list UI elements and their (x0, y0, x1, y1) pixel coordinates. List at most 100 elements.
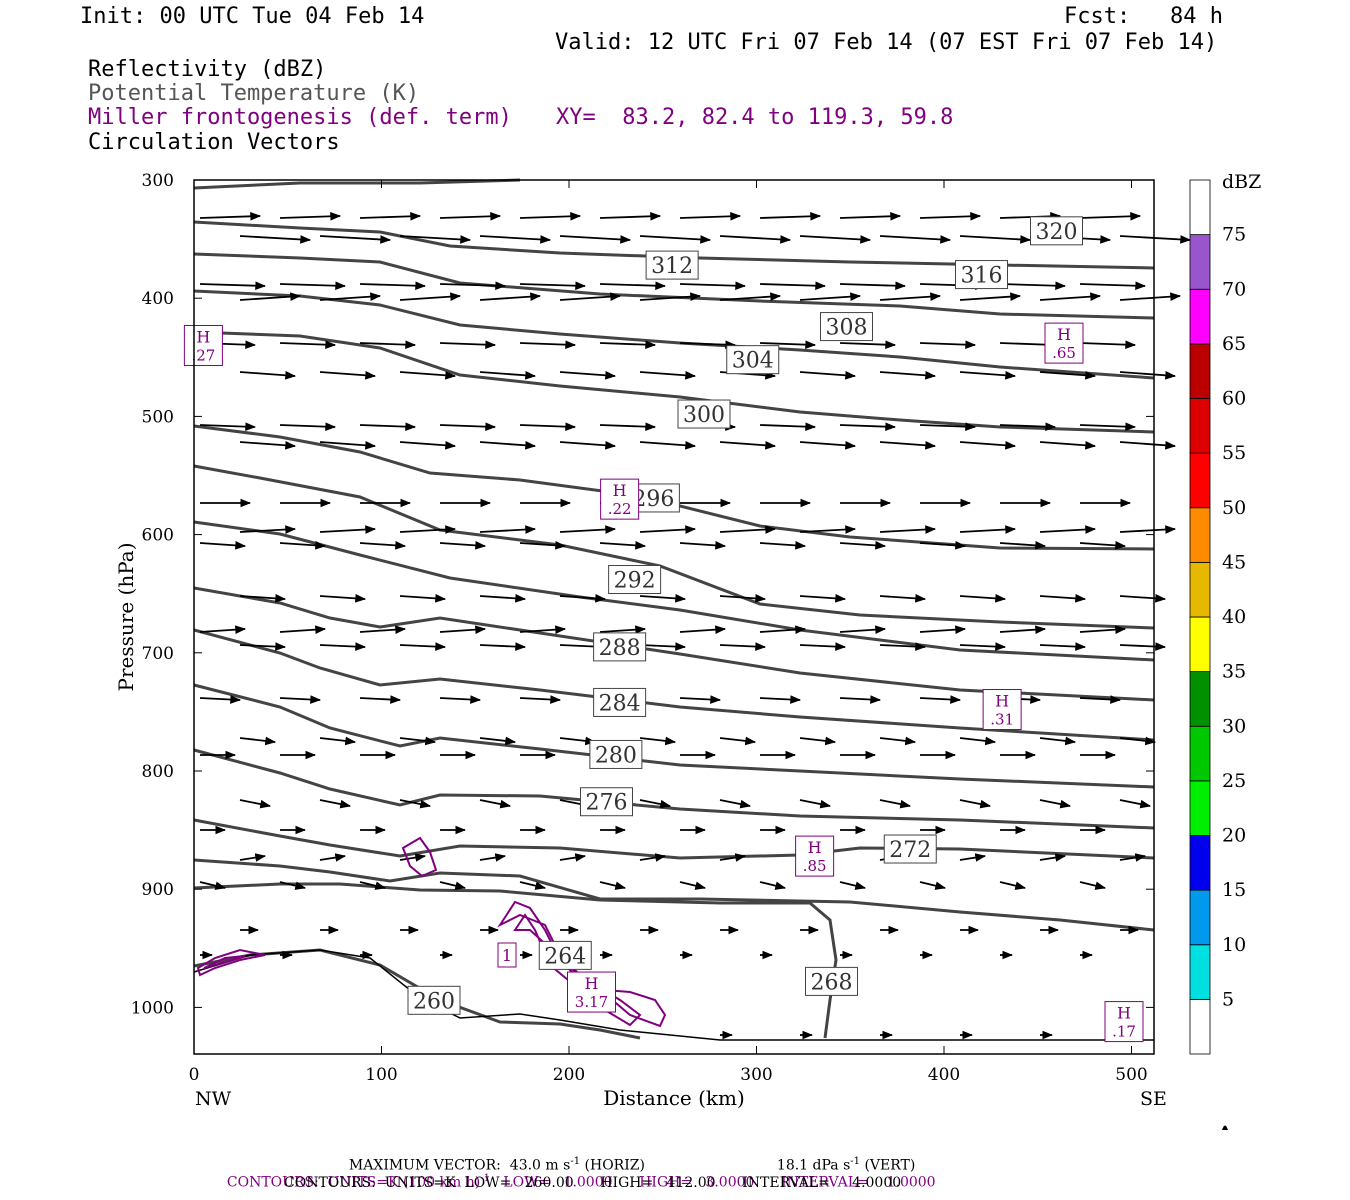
fronto-max-box (567, 971, 616, 1013)
circulation-vector (479, 642, 527, 651)
circulation-vector (759, 212, 822, 221)
circulation-vector (639, 642, 687, 651)
circulation-vector (839, 212, 902, 221)
circulation-vector (1119, 736, 1157, 746)
fronto-contour-label-box (497, 942, 517, 968)
fronto-max-box (183, 324, 223, 366)
circulation-vector (919, 340, 977, 349)
nw-label: NW (195, 1088, 232, 1110)
theta-label-box (538, 940, 592, 970)
contour-labels: 320 316 312 308 304 300 296 292 288 284 280 276 272 2… (183, 216, 1144, 1043)
colorbar-swatch (1189, 343, 1211, 399)
fronto-max-box (795, 835, 835, 877)
circulation-vector (1119, 440, 1177, 450)
circulation-vector (1039, 853, 1067, 862)
circulation-vector (639, 853, 667, 862)
y-tick-label: 700 (142, 644, 174, 664)
circulation-vector (319, 853, 347, 862)
circulation-vector (759, 625, 807, 634)
circulation-vector (279, 881, 307, 890)
fronto-max-box (1044, 322, 1084, 364)
circulation-vector (519, 625, 567, 634)
max-vector-horiz: MAXIMUM VECTOR: 43.0 m s (348, 1157, 571, 1174)
circulation-vector (879, 525, 937, 534)
max-vector-horiz-tail: (HORIZ) (580, 1157, 645, 1174)
frontogenesis-contour (196, 948, 266, 977)
circulation-vector (879, 799, 912, 809)
circulation-vector (959, 736, 997, 746)
fronto-max-value: .65 (1052, 344, 1076, 362)
circulation-vector (479, 370, 537, 380)
fronto-max-value: 3.17 (575, 993, 608, 1011)
circulation-vector (959, 799, 992, 809)
circulation-vector (479, 525, 537, 534)
theta-label: 284 (599, 691, 641, 716)
circulation-vector (639, 370, 697, 380)
colorbar-tick-label: 55 (1222, 442, 1246, 464)
fronto-max-h: H (1057, 325, 1071, 344)
circulation-vector (199, 625, 247, 634)
circulation-vector (439, 212, 502, 221)
circulation-vector (719, 525, 777, 534)
circulation-vector (839, 625, 887, 634)
circulation-vector (799, 525, 857, 534)
theta-contour (193, 949, 1154, 1041)
circulation-vector (399, 853, 427, 862)
circulation-vector (279, 695, 322, 704)
colorbar-tick-label: 70 (1222, 278, 1246, 300)
circulation-vector (319, 370, 377, 380)
max-vector-vert-note: 18.1 dPa s-1 (VERT) (768, 1140, 915, 1174)
circulation-vector (279, 340, 337, 349)
theta-contour (193, 858, 1155, 932)
field-reflectivity: Reflectivity (dBZ) (88, 57, 327, 82)
colorbar-tick-label: 60 (1222, 388, 1246, 410)
circulation-vector (1039, 642, 1087, 651)
circulation-vector (359, 281, 427, 291)
theta-label-box (820, 312, 873, 342)
theta-contour (193, 748, 1155, 830)
theta-label: 276 (586, 791, 628, 816)
circulation-vector (959, 235, 1032, 244)
theta-contour (193, 220, 1155, 270)
theta-label-box (608, 565, 662, 595)
circulation-vector (399, 292, 462, 301)
fronto-max-h: H (196, 327, 210, 346)
theta-contour (193, 628, 1155, 742)
theta-label-box (677, 399, 731, 429)
circulation-vector (879, 594, 927, 603)
circulation-vector (759, 695, 802, 704)
circulation-vector (679, 625, 727, 634)
circulation-vector (839, 695, 882, 704)
theta-label-box (589, 739, 643, 769)
circulation-vector (799, 235, 872, 244)
circulation-vector (519, 281, 587, 291)
theta-label-box (407, 985, 461, 1015)
circulation-vector (279, 541, 327, 550)
x-tick-label: 0 (189, 1065, 200, 1085)
circulation-vector (319, 440, 377, 450)
circulation-vector (759, 541, 807, 550)
colorbar-swatch (1189, 889, 1211, 946)
fronto-max-h: H (995, 692, 1009, 711)
x-tick-label: 400 (928, 1065, 960, 1085)
init-time: Init: 00 UTC Tue 04 Feb 14 (80, 4, 425, 29)
circulation-vector (879, 370, 937, 380)
circulation-vector (599, 625, 647, 634)
circulation-vector (439, 422, 497, 431)
colorbar-tick-label: 10 (1222, 934, 1246, 956)
circulation-vector (759, 881, 787, 890)
circulation-vector (559, 853, 587, 862)
circulation-vector (879, 292, 942, 301)
fronto-contour-range: LOW= 1.0000 HIGH= 3.0000 INTERVAL= 1.000… (489, 1174, 936, 1191)
circulation-vector (719, 799, 752, 809)
fronto-max-value: .22 (608, 500, 632, 518)
colorbar-swatch (1189, 780, 1211, 836)
circulation-vector (399, 594, 447, 603)
x-tick-label: 300 (740, 1065, 772, 1085)
fronto-contour-label: 1 (502, 946, 512, 965)
circulation-vector (559, 235, 632, 244)
circulation-vector (479, 292, 542, 301)
circulation-vector (199, 212, 262, 221)
circulation-vector (199, 281, 267, 291)
circulation-vector (879, 642, 927, 651)
